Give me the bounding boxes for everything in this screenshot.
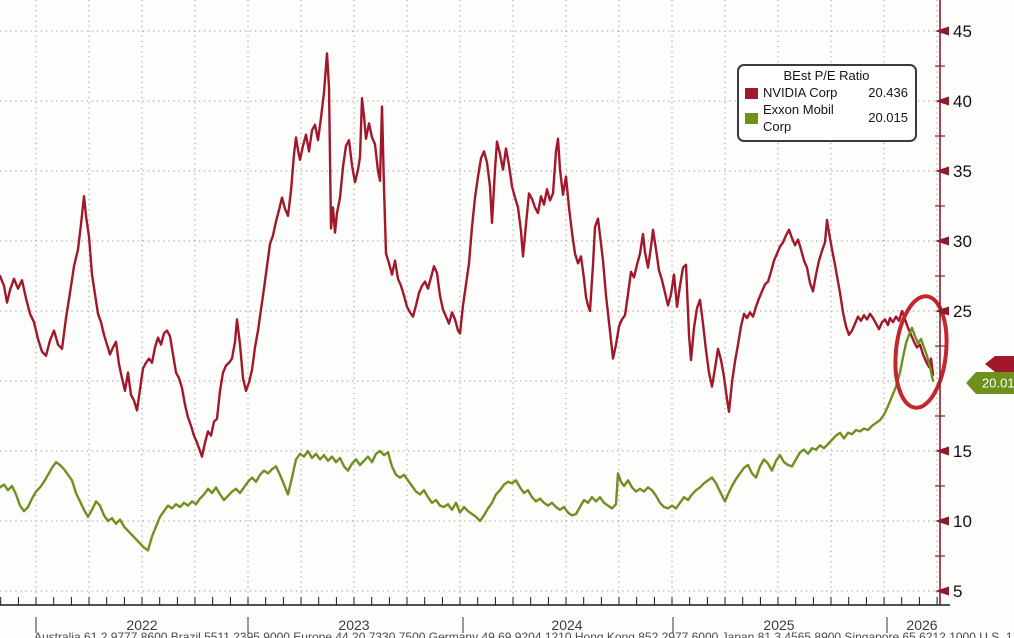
- price-tag-value: 20.015: [982, 376, 1014, 391]
- y-axis-label-10: 10: [953, 512, 972, 531]
- y-axis-arrow-tick: [935, 96, 949, 106]
- legend-item-exxon: Exxon Mobil Corp 20.015: [745, 102, 908, 136]
- y-axis-arrow-tick: [935, 26, 949, 36]
- legend-label-exxon: Exxon Mobil Corp: [763, 101, 834, 134]
- legend-label-nvidia: NVIDIA Corp: [763, 84, 838, 100]
- series-line-nvidia: [0, 52, 935, 458]
- year-label-2026: 2026: [906, 617, 937, 633]
- y-axis-arrow-tick: [935, 586, 949, 596]
- y-axis-label-30: 30: [953, 232, 972, 251]
- price-tag-nvidia: [985, 356, 1014, 372]
- exxon-color-swatch: [745, 113, 758, 125]
- year-label-2023: 2023: [338, 617, 369, 633]
- y-axis-arrow-tick: [935, 306, 949, 316]
- nvidia-color-swatch: [745, 87, 758, 99]
- legend: BEst P/E Ratio NVIDIA Corp 20.436 Exxon …: [737, 64, 917, 142]
- y-axis-label-25: 25: [953, 302, 972, 321]
- y-axis-arrow-tick: [935, 516, 949, 526]
- y-axis-label-35: 35: [953, 162, 972, 181]
- legend-item-nvidia: NVIDIA Corp 20.436: [745, 85, 908, 102]
- year-label-2024: 2024: [551, 617, 582, 633]
- y-axis-arrow-tick: [935, 446, 949, 456]
- footer-contact-line: Australia 61 2 9777 8600 Brazil 5511 239…: [34, 630, 1014, 638]
- legend-value-nvidia: 20.436: [868, 84, 908, 100]
- y-axis-arrow-tick: [935, 166, 949, 176]
- highlight-ellipse-annotation: [893, 294, 949, 410]
- series-line-exxon: [0, 326, 935, 552]
- y-axis-label-15: 15: [953, 442, 972, 461]
- legend-title: BEst P/E Ratio: [783, 68, 870, 83]
- year-label-2025: 2025: [763, 617, 794, 633]
- y-axis-arrow-tick: [935, 236, 949, 246]
- y-axis-label-5: 5: [953, 582, 962, 601]
- price-tag-exxon: [966, 372, 1014, 394]
- legend-value-exxon: 20.015: [868, 110, 908, 126]
- year-label-2022: 2022: [126, 617, 157, 633]
- y-axis-label-45: 45: [953, 22, 972, 41]
- y-axis-label-40: 40: [953, 92, 972, 111]
